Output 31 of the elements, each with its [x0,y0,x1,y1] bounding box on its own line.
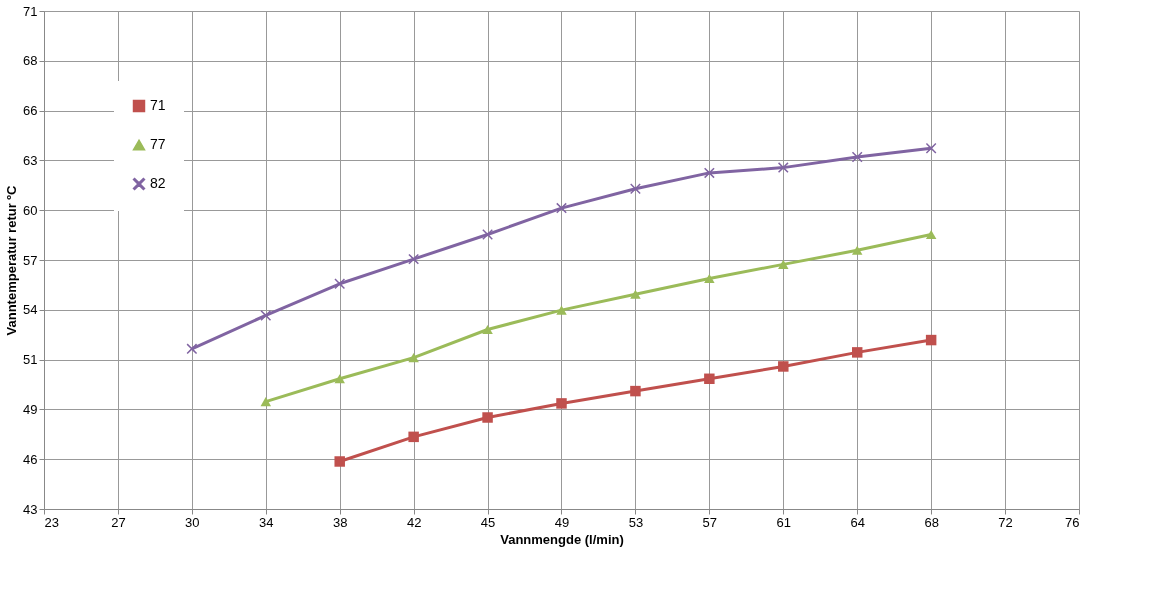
legend-label: 82 [150,175,166,191]
x-tick-label: 30 [185,514,200,530]
y-tick-label: 57 [23,252,38,268]
x-tick-label: 34 [259,514,274,530]
y-tick-label: 68 [23,53,38,69]
legend-label: 71 [150,97,166,113]
legend-label: 77 [150,136,166,152]
x-tick-label: 38 [332,514,348,530]
y-tick-label: 54 [23,302,38,318]
x-tick-label: 61 [776,514,792,530]
x-tick-label: 72 [998,514,1013,530]
y-tick-label: 49 [23,401,38,417]
y-axis-title: Vanntemperatur retur ºC [4,184,20,336]
y-tick-label: 71 [23,3,38,19]
x-tick-label: 64 [850,514,865,530]
x-axis-title: Vannmengde (l/min) [500,531,624,547]
x-tick-label: 68 [924,514,939,530]
x-tick-label: 57 [702,514,718,530]
x-tick-label: 45 [480,514,496,530]
y-tick-label: 63 [23,152,38,168]
x-tick-label: 23 [44,514,59,530]
y-tick-label: 46 [23,451,38,467]
x-tick-label: 49 [554,514,570,530]
x-tick-label: 53 [628,514,644,530]
y-tick-label: 51 [23,352,38,368]
y-tick-label: 60 [23,202,38,218]
x-tick-label: 42 [406,514,422,530]
x-tick-label: 76 [1065,514,1080,530]
x-tick-label: 27 [111,514,126,530]
y-tick-label: 66 [23,103,38,119]
y-tick-label: 43 [23,501,38,517]
